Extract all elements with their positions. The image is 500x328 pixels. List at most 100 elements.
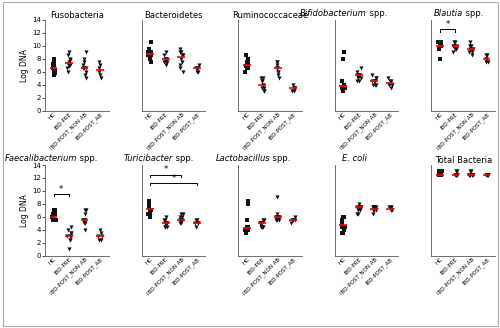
Point	[372, 208, 380, 213]
Point	[242, 227, 250, 233]
Point	[97, 75, 105, 81]
Point	[290, 214, 298, 219]
Point	[288, 217, 296, 223]
Point	[290, 217, 298, 223]
Point	[354, 69, 362, 74]
Point	[450, 46, 458, 51]
Point	[80, 66, 88, 71]
Point	[65, 50, 73, 55]
Point	[276, 217, 283, 223]
Point	[453, 172, 461, 177]
Point	[192, 224, 200, 229]
Point	[452, 46, 460, 51]
Point	[256, 221, 264, 226]
Point	[260, 85, 268, 91]
Title: Total Bacteria: Total Bacteria	[434, 156, 492, 165]
Point	[482, 172, 490, 177]
Point	[176, 46, 184, 51]
Point	[50, 59, 58, 65]
Point	[452, 172, 460, 177]
Point	[146, 214, 154, 219]
Point	[50, 62, 58, 68]
Point	[465, 172, 473, 177]
Point	[194, 66, 202, 71]
Point	[176, 50, 184, 55]
Point	[274, 59, 281, 65]
Point	[288, 89, 296, 94]
Point	[52, 217, 60, 223]
Point	[50, 56, 58, 61]
Point	[453, 169, 461, 174]
Point	[48, 214, 56, 219]
Point	[355, 79, 363, 84]
Point	[386, 79, 394, 84]
Point	[434, 172, 442, 177]
Point	[290, 85, 298, 91]
Point	[178, 59, 186, 65]
Point	[144, 211, 152, 216]
Point	[194, 69, 202, 74]
Point	[64, 61, 72, 67]
Point	[176, 214, 184, 219]
Point	[454, 172, 462, 177]
Point	[161, 56, 169, 61]
Text: spp.: spp.	[463, 9, 483, 18]
Point	[81, 217, 89, 223]
Point	[468, 172, 476, 177]
Point	[258, 79, 266, 84]
Point	[370, 205, 378, 210]
Point	[82, 75, 90, 81]
Point	[257, 75, 265, 81]
Point	[341, 224, 349, 229]
Point	[368, 72, 376, 77]
Point	[259, 75, 267, 81]
Point	[452, 172, 460, 177]
Point	[370, 205, 378, 210]
Point	[371, 79, 379, 84]
Point	[435, 172, 443, 177]
Point	[274, 69, 282, 74]
Point	[163, 221, 171, 226]
Point	[370, 205, 378, 210]
Point	[95, 66, 103, 71]
Point	[372, 205, 380, 210]
Point	[354, 75, 362, 81]
Point	[338, 85, 346, 91]
Point	[438, 169, 446, 174]
Point	[436, 169, 444, 174]
Point	[49, 214, 57, 219]
Point	[342, 85, 349, 91]
Point	[434, 40, 442, 45]
Point	[273, 66, 281, 71]
Point	[66, 64, 74, 69]
Point	[450, 43, 458, 48]
Point	[372, 82, 380, 87]
Text: Blautia: Blautia	[434, 9, 463, 18]
Point	[468, 46, 476, 51]
Point	[194, 62, 202, 68]
Point	[244, 224, 252, 229]
Text: *: *	[59, 185, 64, 194]
Point	[355, 201, 363, 207]
Point	[244, 62, 252, 68]
Point	[95, 59, 103, 65]
Point	[162, 59, 170, 65]
Point	[95, 69, 103, 74]
Point	[95, 237, 103, 242]
Point	[147, 59, 155, 65]
Point	[354, 79, 362, 84]
Point	[388, 208, 396, 213]
Point	[272, 214, 280, 219]
Point	[450, 43, 458, 48]
Point	[288, 217, 296, 223]
Point	[64, 69, 72, 74]
Point	[436, 43, 444, 48]
Point	[96, 72, 104, 77]
Point	[386, 208, 394, 213]
Point	[178, 217, 186, 223]
Point	[355, 205, 363, 210]
Point	[274, 214, 282, 219]
Point	[81, 208, 89, 213]
Point	[66, 56, 74, 61]
Y-axis label: Log DNA: Log DNA	[20, 194, 29, 227]
